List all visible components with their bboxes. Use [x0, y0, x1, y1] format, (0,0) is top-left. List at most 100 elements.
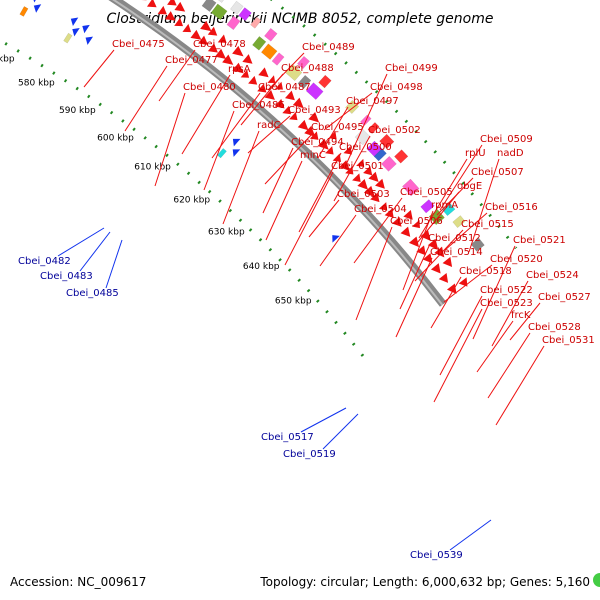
genome-summary-text: Topology: circular; Length: 6,000,632 bp… — [259, 575, 590, 589]
leader-line — [317, 106, 349, 159]
cog-block — [217, 0, 224, 3]
leader-line — [444, 212, 488, 251]
leader-line — [298, 152, 342, 233]
forward-gene-label: Cbei_0495 — [311, 122, 364, 133]
leader-line — [355, 226, 393, 321]
gene-arrow — [400, 226, 411, 237]
reverse-gene-label: Cbei_0482 — [18, 256, 71, 267]
gene-arrow — [420, 229, 431, 241]
cog-block — [452, 215, 466, 229]
cog-block — [238, 7, 252, 22]
forward-gene-label: minC — [300, 150, 326, 161]
forward-gene-label: Cbei_0498 — [370, 82, 423, 93]
leader-line — [472, 245, 516, 340]
gene-arrow — [267, 75, 276, 83]
leader-line — [402, 210, 434, 291]
leader-line — [284, 171, 334, 266]
gene-arrow — [375, 178, 385, 189]
tick-label: 620 kbp — [173, 196, 210, 206]
forward-gene-label: Cbei_0531 — [542, 335, 595, 346]
leader-line — [57, 227, 105, 257]
tick-label: 610 kbp — [134, 162, 171, 172]
gene-arrow — [174, 1, 186, 12]
gene-arrow — [157, 5, 167, 15]
gene-arrow — [343, 145, 352, 155]
forward-gene-label: rpmA — [431, 200, 458, 211]
forward-gene-label: rpsA — [228, 64, 251, 75]
leader-line — [262, 147, 294, 214]
cog-block — [250, 16, 262, 29]
feature-tracks — [19, 0, 485, 294]
gene-arrow — [422, 253, 433, 264]
leader-line — [418, 158, 468, 239]
gene-arrow — [370, 192, 380, 203]
gene-arrow — [442, 256, 453, 268]
gene-arrow — [446, 283, 457, 294]
forward-gene-label: Cbei_0524 — [526, 270, 579, 281]
reverse-gene-arrow — [85, 36, 94, 45]
reverse-gene-arrow — [33, 4, 42, 13]
cog-block — [470, 237, 485, 252]
forward-gene-label: Cbei_0500 — [339, 142, 392, 153]
reverse-gene-label: Cbei_0483 — [40, 271, 93, 282]
gene-arrow — [427, 238, 439, 250]
reverse-gene-arrow — [72, 27, 80, 37]
gene-arrow — [242, 54, 253, 64]
cog-block — [260, 43, 278, 60]
forward-gene-label: Cbei_0509 — [480, 134, 533, 145]
map-title: Clostridium beijerinckii NCIMB 8052, com… — [107, 11, 494, 27]
reverse-gene-arrow — [232, 149, 241, 157]
forward-gene-label: Cbei_0521 — [513, 235, 566, 246]
gene-arrow — [430, 263, 441, 274]
cog-block — [354, 128, 371, 146]
leader-line — [468, 158, 500, 253]
cog-block — [305, 82, 324, 101]
leader-line — [181, 74, 231, 155]
forward-gene-label: Cbei_0527 — [538, 292, 591, 303]
cog-block — [394, 149, 409, 164]
tick-label: 640 kbp — [243, 262, 280, 272]
reverse-gene-arrow — [82, 24, 90, 34]
forward-gene-label: Cbei_0489 — [302, 42, 355, 53]
forward-gene-label: Cbei_0507 — [471, 167, 524, 178]
leader-line — [495, 345, 545, 426]
gene-arrow — [258, 67, 269, 78]
cog-block — [367, 121, 380, 134]
gene-arrow — [434, 246, 445, 258]
forward-gene-label: Cbei_0501 — [331, 161, 384, 172]
forward-gene-label: Cbei_0480 — [183, 82, 236, 93]
gene-arrow — [332, 153, 342, 162]
cog-block — [201, 0, 217, 12]
gene-arrow — [403, 210, 413, 220]
leader-line — [83, 49, 115, 88]
reverse-gene-label: Cbei_0519 — [283, 449, 336, 460]
forward-gene-label: Cbei_0523 — [480, 298, 533, 309]
gene-arrow — [217, 34, 227, 43]
gene-arrow — [408, 236, 420, 248]
reverse-gene-arrow — [33, 0, 36, 3]
tick-label: 650 kbp — [275, 296, 312, 306]
gene-arrow — [352, 173, 361, 183]
reverse-gene-label: Cbei_0539 — [410, 550, 463, 561]
leader-line — [430, 276, 462, 329]
gene-arrow — [182, 23, 192, 33]
gene-arrow — [325, 146, 334, 155]
leader-line — [124, 65, 168, 132]
gene-arrow — [339, 160, 351, 172]
leader-line — [79, 231, 111, 272]
gene-arrow — [214, 48, 227, 60]
leader-line — [509, 302, 541, 341]
cog-block — [210, 3, 228, 21]
leader-line — [443, 264, 493, 303]
gene-arrow — [248, 75, 258, 85]
gene-arrow — [285, 90, 295, 101]
forward-gene-label: Cbei_0478 — [193, 39, 246, 50]
leader-line — [265, 160, 303, 241]
forward-gene-label: Cbei_0497 — [346, 96, 399, 107]
tick-label: 630 kbp — [208, 227, 245, 237]
cog-block — [230, 0, 244, 15]
gene-arrow — [232, 45, 244, 57]
forward-gene-label: radC — [257, 120, 281, 131]
forward-gene-label: Cbei_0499 — [385, 63, 438, 74]
